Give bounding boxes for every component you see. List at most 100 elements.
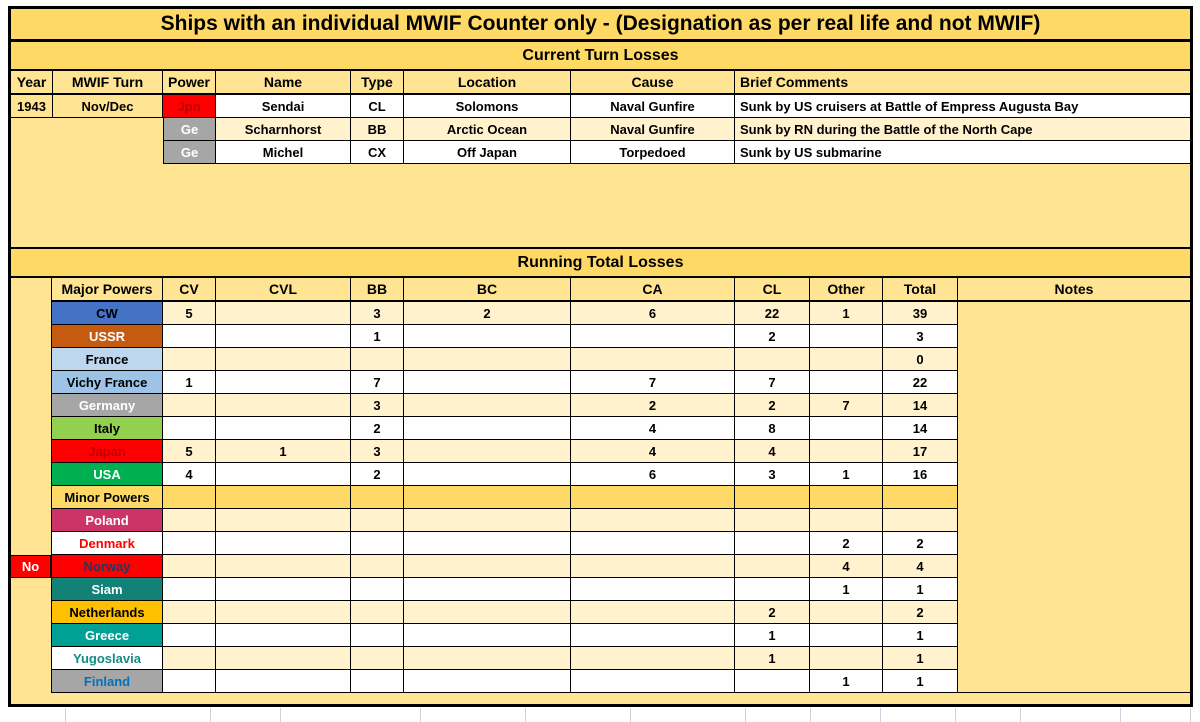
cell-other[interactable] [810,486,883,509]
cell-total[interactable]: 17 [883,440,958,463]
cell-bc[interactable] [404,486,571,509]
cell-ca[interactable] [571,647,735,670]
cell-other[interactable]: 2 [810,532,883,555]
cell-name[interactable]: Scharnhorst [216,118,351,141]
sheet-title[interactable]: Ships with an individual MWIF Counter on… [11,9,1190,42]
cell-total[interactable]: 14 [883,394,958,417]
cell-cvl[interactable] [216,348,351,371]
cell-comments[interactable]: Sunk by RN during the Battle of the Nort… [735,118,1190,141]
cell-cl[interactable]: 7 [735,371,810,394]
cell-bc[interactable] [404,417,571,440]
cell-cl[interactable] [735,578,810,601]
cell-name[interactable]: Michel [216,141,351,164]
cell-bc[interactable] [404,624,571,647]
cell-cl[interactable]: 2 [735,325,810,348]
cell-cvl[interactable] [216,647,351,670]
column-header-bc[interactable]: BC [404,278,571,302]
no-marker-cell[interactable]: No [11,555,51,578]
cell-cvl[interactable] [216,555,351,578]
column-header-bb[interactable]: BB [351,278,404,302]
cell-ca[interactable]: 4 [571,440,735,463]
cell-other[interactable] [810,624,883,647]
cell-bb[interactable] [351,578,404,601]
notes-merged-cell[interactable] [958,302,1190,693]
power-label-siam[interactable]: Siam [51,578,163,601]
power-label-finland[interactable]: Finland [51,670,163,693]
column-header-cl[interactable]: CL [735,278,810,302]
cell-bb[interactable]: 3 [351,302,404,325]
cell-bb[interactable] [351,509,404,532]
cell-type[interactable]: CL [351,95,404,118]
cell-cv[interactable] [163,670,216,693]
cell-cv[interactable]: 5 [163,440,216,463]
column-header-year[interactable]: Year [11,71,53,95]
cell-cl[interactable]: 1 [735,647,810,670]
cell-ca[interactable] [571,578,735,601]
cell-bc[interactable] [404,371,571,394]
cell-ca[interactable] [571,624,735,647]
current-turn-section-header[interactable]: Current Turn Losses [11,42,1190,71]
cell-total[interactable]: 1 [883,670,958,693]
cell-total[interactable]: 16 [883,463,958,486]
cell-bb[interactable]: 2 [351,463,404,486]
cell-bc[interactable] [404,647,571,670]
cell-bb[interactable] [351,348,404,371]
cell-other[interactable]: 4 [810,555,883,578]
column-header-cv[interactable]: CV [163,278,216,302]
cell-bc[interactable] [404,348,571,371]
cell-other[interactable] [810,509,883,532]
cell-total[interactable]: 3 [883,325,958,348]
cell-ca[interactable] [571,348,735,371]
power-label-yugoslavia[interactable]: Yugoslavia [51,647,163,670]
cell-bb[interactable] [351,670,404,693]
cell-cvl[interactable] [216,371,351,394]
cell-bc[interactable] [404,325,571,348]
power-label-vichy-france[interactable]: Vichy France [51,371,163,394]
cell-other[interactable]: 7 [810,394,883,417]
column-header-total[interactable]: Total [883,278,958,302]
cell-bb[interactable] [351,624,404,647]
cell-other[interactable] [810,647,883,670]
cell-cause[interactable]: Naval Gunfire [571,118,735,141]
power-label-france[interactable]: France [51,348,163,371]
cell-cv[interactable]: 5 [163,302,216,325]
cell-ca[interactable]: 6 [571,463,735,486]
cell-cl[interactable]: 8 [735,417,810,440]
cell-cvl[interactable] [216,601,351,624]
cell-cv[interactable] [163,394,216,417]
cell-ca[interactable] [571,509,735,532]
cell-other[interactable] [810,440,883,463]
column-header-location[interactable]: Location [404,71,571,95]
power-label-germany[interactable]: Germany [51,394,163,417]
cell-type[interactable]: BB [351,118,404,141]
cell-other[interactable] [810,371,883,394]
cell-bc[interactable] [404,555,571,578]
cell-ca[interactable] [571,532,735,555]
cell-year[interactable]: 1943 [11,95,53,118]
cell-other[interactable] [810,601,883,624]
cell-bc[interactable] [404,463,571,486]
cell-ca[interactable]: 6 [571,302,735,325]
cell-bc[interactable] [404,440,571,463]
cell-bb[interactable]: 1 [351,325,404,348]
cell-cause[interactable]: Torpedoed [571,141,735,164]
cell-name[interactable]: Sendai [216,95,351,118]
cell-bc[interactable] [404,578,571,601]
cell-bc[interactable]: 2 [404,302,571,325]
cell-type[interactable]: CX [351,141,404,164]
cell-ca[interactable]: 2 [571,394,735,417]
cell-bb[interactable]: 3 [351,440,404,463]
cell-other[interactable] [810,325,883,348]
cell-cv[interactable] [163,509,216,532]
cell-bb[interactable] [351,647,404,670]
cell-comments[interactable]: Sunk by US submarine [735,141,1190,164]
column-header-cause[interactable]: Cause [571,71,735,95]
cell-cv[interactable] [163,417,216,440]
cell-other[interactable] [810,348,883,371]
column-header-power[interactable]: Power [163,71,216,95]
cell-total[interactable]: 39 [883,302,958,325]
cell-cl[interactable]: 2 [735,394,810,417]
power-label-greece[interactable]: Greece [51,624,163,647]
cell-bc[interactable] [404,509,571,532]
power-badge[interactable]: Ge [163,141,216,164]
